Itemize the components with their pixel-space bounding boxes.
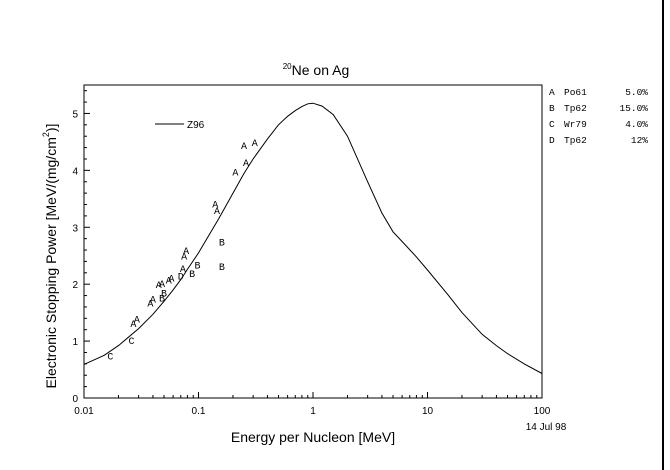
reference-legend-ref: Wr79: [564, 119, 587, 130]
y-axis: 0 1 2 3 4 5: [72, 90, 90, 405]
data-point-b: B: [194, 261, 200, 272]
x-tick-label: 0.01: [74, 406, 94, 417]
data-point-a: A: [252, 139, 258, 150]
data-point-a: A: [134, 315, 140, 326]
reference-legend-letter: C: [549, 119, 555, 130]
x-tick-label: 100: [534, 406, 551, 417]
reference-legend-entry: D Tp62 12%: [549, 135, 648, 146]
data-point-a: A: [241, 142, 247, 153]
x-tick-label: 0.1: [192, 406, 206, 417]
y-tick-label: 1: [72, 337, 78, 348]
title-superscript: 20: [283, 62, 292, 71]
data-point-b: B: [219, 239, 225, 250]
data-point-b: B: [189, 270, 195, 281]
plot-frame: [83, 84, 543, 399]
data-point-c: C: [107, 352, 113, 363]
line-legend: Z96: [155, 120, 205, 131]
y-axis-label-main: Electronic Stopping Power [MeV/(mg/cm: [43, 137, 59, 388]
x-axis-label: Energy per Nucleon [MeV]: [231, 429, 395, 445]
x-tick-label: 1: [310, 406, 316, 417]
data-point-a: A: [243, 159, 249, 170]
reference-legend-letter: B: [549, 103, 555, 114]
x-tick-label: 10: [422, 406, 434, 417]
data-point-a: A: [232, 169, 238, 180]
data-point-a: A: [183, 247, 189, 258]
title-text: Ne on Ag: [292, 62, 350, 78]
y-tick-label: 3: [72, 223, 78, 234]
reference-legend-error: 12%: [631, 135, 648, 146]
reference-legend-entry: A Po61 5.0%: [549, 87, 648, 98]
data-point-a: A: [168, 274, 174, 285]
data-point-b: B: [219, 263, 225, 274]
data-point-b: B: [159, 294, 165, 305]
data-point-a: A: [156, 281, 162, 292]
y-tick-label: 0: [72, 394, 78, 405]
reference-legend-entry: C Wr79 4.0%: [549, 119, 648, 130]
reference-legend-letter: D: [549, 135, 555, 146]
chart-title: 20Ne on Ag: [283, 62, 350, 78]
date-stamp: 14 Jul 98: [526, 422, 567, 433]
series-line-z96: [83, 102, 543, 374]
data-point-c: C: [129, 337, 135, 348]
data-point-b: B: [161, 290, 167, 301]
data-point-a: A: [159, 280, 165, 291]
reference-legend-ref: Tp62: [564, 103, 587, 114]
reference-legend-error: 15.0%: [619, 103, 648, 114]
y-axis-label-superscript: 2: [41, 132, 51, 137]
x-axis: 0.01 0.1 1 10 100: [74, 392, 551, 417]
reference-legend-error: 4.0%: [625, 119, 648, 130]
y-tick-label: 2: [72, 280, 78, 291]
y-axis-label: Electronic Stopping Power [MeV/(mg/cm2)]: [41, 124, 59, 389]
reference-legend: A Po61 5.0% B Tp62 15.0% C Wr79 4.0% D Tp62 12%: [549, 87, 648, 146]
data-point-a: A: [147, 299, 153, 310]
data-point-a: A: [180, 265, 186, 276]
reference-legend-letter: A: [549, 87, 555, 98]
reference-legend-ref: Tp62: [564, 135, 587, 146]
data-point-a: A: [181, 253, 187, 264]
data-point-a: A: [214, 207, 220, 218]
reference-legend-entry: B Tp62 15.0%: [549, 103, 648, 114]
reference-legend-ref: Po61: [564, 87, 587, 98]
reference-legend-error: 5.0%: [625, 87, 648, 98]
data-point-a: A: [212, 200, 218, 211]
data-point-a: A: [150, 295, 156, 306]
y-tick-label: 5: [72, 109, 78, 120]
y-axis-label-suffix: )]: [43, 124, 59, 133]
data-point-a: A: [130, 320, 136, 331]
line-legend-label: Z96: [187, 120, 205, 131]
data-point-a: A: [166, 277, 172, 288]
y-tick-label: 4: [72, 166, 78, 177]
data-point-d: D: [178, 273, 184, 284]
